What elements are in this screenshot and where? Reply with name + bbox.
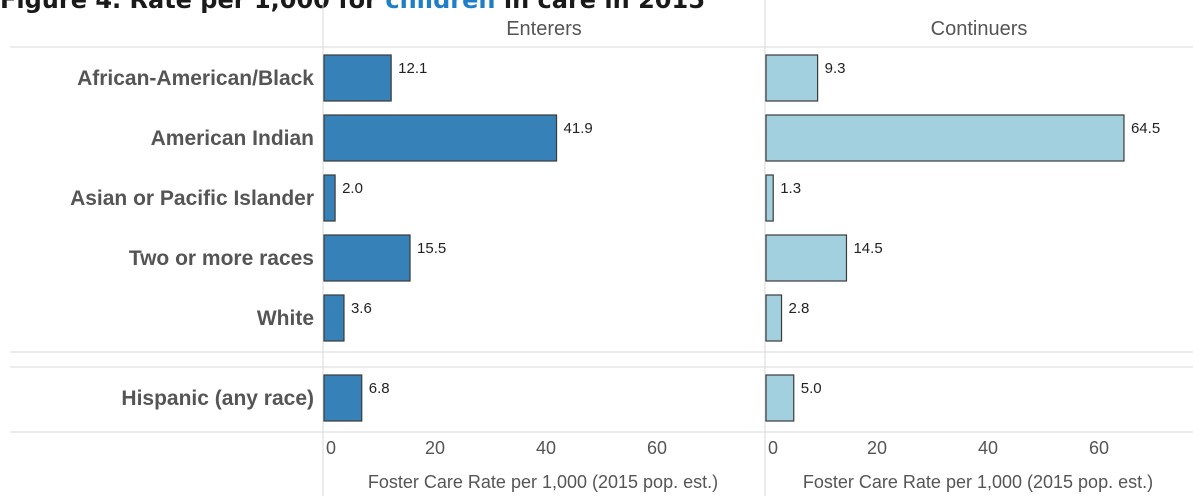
x-tick-label-continuers-40: 40	[978, 438, 998, 458]
category-label-two-or-more-races: Two or more races	[129, 247, 314, 270]
value-label-continuers-asian-or-pacific-islander: 1.3	[780, 180, 801, 197]
bar-continuers-african-american-black	[765, 54, 819, 102]
category-label-hispanic-any-race: Hispanic (any race)	[121, 387, 314, 410]
x-axis-label-continuers: Foster Care Rate per 1,000 (2015 pop. es…	[803, 472, 1153, 492]
value-label-continuers-white: 2.8	[789, 300, 810, 317]
panel-header-enterers: Enterers	[506, 18, 582, 40]
bar-continuers-two-or-more-races	[765, 234, 848, 282]
chart-title-highlight: children	[385, 0, 496, 14]
bar-continuers-hispanic-any-race	[765, 374, 795, 422]
category-label-white: White	[257, 307, 314, 330]
category-label-african-american-black: African-American/Black	[77, 67, 314, 90]
chart-title-suffix: in care in 2015	[495, 0, 705, 14]
category-label-american-indian: American Indian	[151, 127, 314, 150]
x-tick-label-enterers-40: 40	[536, 438, 556, 458]
chart-title-text: Figure 4. Rate per 1,000 for	[0, 0, 386, 14]
x-tick-label-continuers-20: 20	[867, 438, 887, 458]
bar-enterers-two-or-more-races	[323, 234, 411, 282]
bar-continuers-asian-or-pacific-islander	[765, 174, 774, 222]
x-tick-label-continuers-0: 0	[768, 438, 778, 458]
x-tick-label-enterers-20: 20	[425, 438, 445, 458]
value-label-continuers-african-american-black: 9.3	[825, 60, 846, 77]
value-label-enterers-asian-or-pacific-islander: 2.0	[342, 180, 363, 197]
value-label-continuers-hispanic-any-race: 5.0	[801, 380, 822, 397]
bar-enterers-hispanic-any-race	[323, 374, 363, 422]
x-tick-label-enterers-60: 60	[647, 438, 667, 458]
x-axis-label-enterers: Foster Care Rate per 1,000 (2015 pop. es…	[368, 472, 718, 492]
x-tick-label-continuers-60: 60	[1089, 438, 1109, 458]
bar-enterers-white	[323, 294, 345, 342]
chart-title: Figure 4. Rate per 1,000 for children in…	[0, 0, 705, 14]
value-label-enterers-american-indian: 41.9	[564, 120, 593, 137]
value-label-enterers-two-or-more-races: 15.5	[417, 240, 446, 257]
category-label-asian-or-pacific-islander: Asian or Pacific Islander	[70, 187, 314, 210]
value-label-continuers-american-indian: 64.5	[1131, 120, 1160, 137]
value-label-enterers-white: 3.6	[351, 300, 372, 317]
value-label-continuers-two-or-more-races: 14.5	[853, 240, 882, 257]
panel-header-continuers: Continuers	[931, 18, 1028, 40]
bar-enterers-asian-or-pacific-islander	[323, 174, 336, 222]
bar-continuers-american-indian	[765, 114, 1125, 162]
x-tick-label-enterers-0: 0	[326, 438, 336, 458]
value-label-enterers-african-american-black: 12.1	[398, 60, 427, 77]
bar-enterers-american-indian	[323, 114, 558, 162]
bar-continuers-white	[765, 294, 783, 342]
value-label-enterers-hispanic-any-race: 6.8	[369, 380, 390, 397]
bar-enterers-african-american-black	[323, 54, 392, 102]
